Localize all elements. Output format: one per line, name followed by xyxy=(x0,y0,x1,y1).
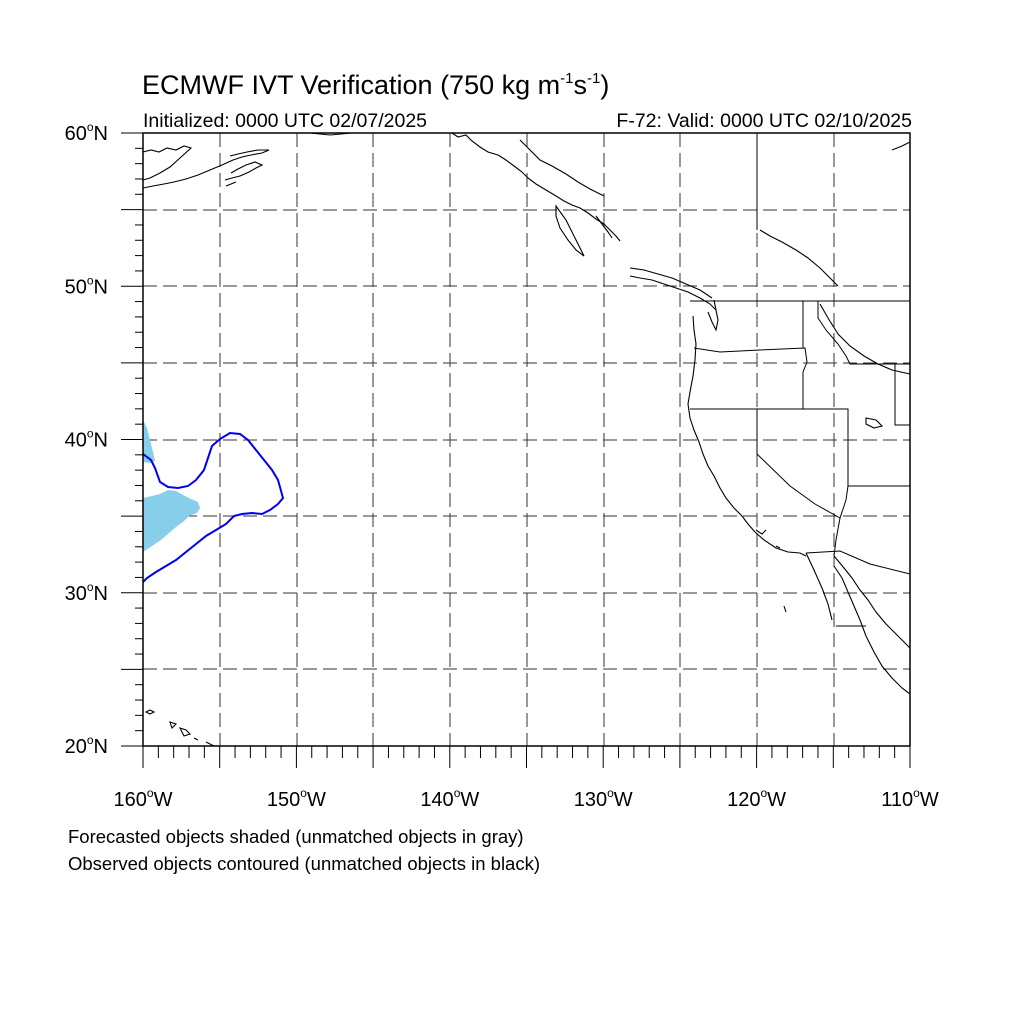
lon-axis-labels: 160oW 150oW 140oW 130oW 120oW 110oW xyxy=(114,786,939,811)
observed-ivt-contour xyxy=(142,431,285,583)
lon-label: 130oW xyxy=(574,786,633,811)
coastlines xyxy=(142,132,911,747)
lat-label: 40oN xyxy=(65,427,108,452)
valid-time: F-72: Valid: 0000 UTC 02/10/2025 xyxy=(616,110,912,132)
lon-label: 140oW xyxy=(420,786,479,811)
lat-label: 30oN xyxy=(65,580,108,605)
lon-label: 120oW xyxy=(727,786,786,811)
lon-label: 150oW xyxy=(267,786,326,811)
map-title: ECMWF IVT Verification (750 kg m-1s-1) xyxy=(142,70,610,100)
lon-label: 110oW xyxy=(881,786,939,811)
gridlines xyxy=(143,133,910,746)
caption-forecast-note: Forecasted objects shaded (unmatched obj… xyxy=(68,826,524,847)
forecast-object-main xyxy=(143,490,200,552)
tick-marks xyxy=(121,132,911,768)
forecast-ivt-objects xyxy=(143,420,200,552)
lon-label: 160oW xyxy=(114,786,173,811)
lat-label: 50oN xyxy=(65,273,108,298)
initialized-time: Initialized: 0000 UTC 02/07/2025 xyxy=(143,110,428,132)
forecast-object-north xyxy=(143,420,155,463)
lat-label: 60oN xyxy=(65,120,108,145)
political-boundaries xyxy=(690,133,911,627)
caption-observed-note: Observed objects contoured (unmatched ob… xyxy=(68,853,541,874)
lat-axis-labels: 60oN 50oN 40oN 30oN 20oN xyxy=(65,120,108,758)
lat-label: 20oN xyxy=(65,733,108,758)
